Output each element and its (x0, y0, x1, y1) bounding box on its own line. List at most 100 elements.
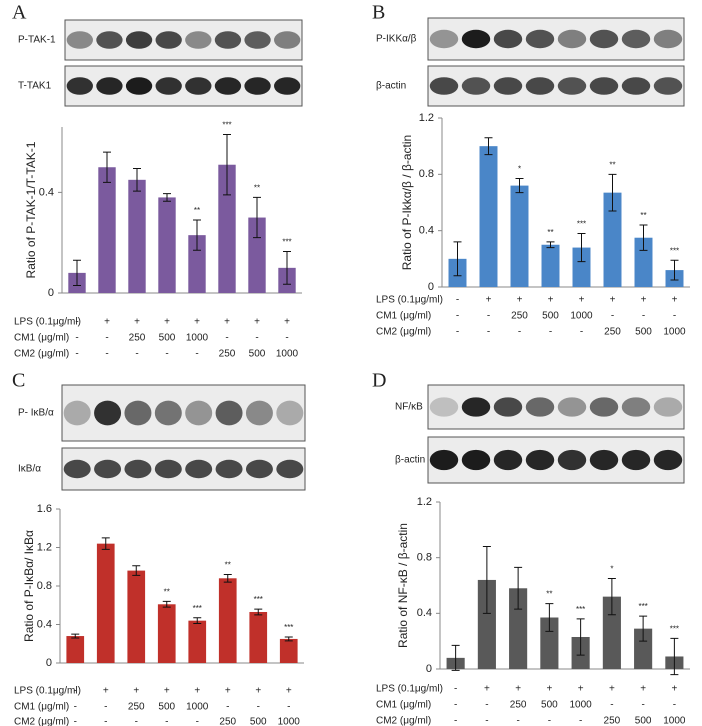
condition-entry: 500 (159, 333, 176, 344)
error-bar (284, 636, 293, 642)
condition-entry: 500 (635, 716, 652, 726)
condition-entry: 500 (158, 702, 175, 713)
condition-label: CM2 (μg/ml) (376, 716, 431, 726)
error-bar (670, 259, 679, 281)
y-tick-label: 1.6 (37, 503, 52, 515)
blot-band (589, 449, 619, 471)
significance: *** (284, 623, 293, 632)
condition-entry: 250 (604, 327, 621, 338)
error-bar (162, 600, 171, 608)
significance: *** (282, 238, 291, 247)
condition-entry: - (74, 702, 77, 713)
blot-band (557, 449, 587, 471)
blot-band (621, 29, 651, 49)
condition-label: CM2 (μg/ml) (14, 349, 69, 360)
condition-entry: - (104, 717, 107, 726)
blot-band (66, 77, 93, 95)
significance: ** (640, 211, 646, 220)
condition-label: CM2 (μg/ml) (376, 327, 431, 338)
blot-band (589, 397, 619, 417)
blot-band (621, 397, 651, 417)
condition-entry: 250 (511, 311, 528, 322)
bar (634, 628, 653, 669)
blot-band (154, 400, 182, 426)
y-axis-label: Ratio of P-Ikkα/β / β-actin (400, 135, 414, 270)
blot-band (429, 449, 459, 471)
y-tick-label: 0.4 (419, 225, 434, 237)
condition-entry: - (487, 327, 490, 338)
bar (188, 235, 206, 293)
blot-band (429, 77, 459, 95)
condition-entry: + (486, 295, 492, 306)
significance: *** (222, 121, 231, 130)
bar (96, 543, 115, 663)
error-bar (223, 573, 232, 583)
condition-entry: - (456, 311, 459, 322)
bar (158, 197, 176, 293)
y-tick-label: 0 (46, 657, 52, 669)
error-bar (193, 219, 201, 251)
condition-entry: 500 (541, 700, 558, 711)
blot-band (653, 77, 683, 95)
condition-entry: - (454, 684, 457, 695)
significance: ** (164, 588, 170, 597)
blot-band (589, 77, 619, 95)
condition-entry: + (641, 295, 647, 306)
condition-entry: - (454, 700, 457, 711)
panel-letter: C (12, 370, 25, 392)
blot-band (96, 77, 123, 95)
bar (602, 596, 621, 669)
error-bar (254, 608, 263, 616)
blot-band (557, 77, 587, 95)
significance: *** (577, 220, 586, 229)
blot-band (214, 31, 242, 49)
y-tick-label: 0 (426, 663, 432, 675)
blot-band (557, 29, 587, 49)
condition-entry: + (671, 684, 677, 695)
condition-entry: + (284, 317, 290, 328)
error-bar (163, 193, 171, 202)
condition-entry: - (485, 716, 488, 726)
y-tick-label: 0 (48, 287, 54, 299)
condition-entry: - (104, 702, 107, 713)
condition-entry: - (165, 717, 168, 726)
error-bar (482, 546, 491, 614)
condition-entry: - (195, 349, 198, 360)
error-bar (133, 168, 141, 192)
blot-label: IκB/α (18, 464, 41, 475)
blot-band (461, 397, 491, 417)
blot-band (525, 397, 555, 417)
condition-entry: 500 (250, 717, 267, 726)
condition-entry: 250 (219, 349, 236, 360)
blot-band (185, 400, 213, 426)
blot-band (274, 31, 301, 49)
condition-entry: - (225, 333, 228, 344)
condition-entry: - (196, 717, 199, 726)
bar (477, 579, 496, 669)
error-bar (132, 565, 141, 576)
condition-entry: + (546, 684, 552, 695)
panel-letter: B (372, 2, 385, 24)
blot-band (124, 400, 152, 426)
error-bar (514, 566, 523, 610)
error-bar (253, 196, 261, 239)
error-bar (484, 137, 493, 156)
condition-entry: + (254, 317, 260, 328)
condition-entry: 1000 (186, 333, 209, 344)
condition-label: CM1 (μg/ml) (14, 333, 69, 344)
significance: *** (670, 624, 679, 633)
blot-label: β-actin (376, 81, 406, 92)
condition-entry: - (105, 333, 108, 344)
condition-entry: - (610, 700, 613, 711)
y-tick-label: 0.4 (39, 186, 54, 198)
blot-band (653, 29, 683, 49)
error-bar (71, 633, 80, 639)
bar (279, 638, 298, 663)
blot-band (66, 31, 93, 49)
condition-entry: - (548, 716, 551, 726)
error-bar (193, 617, 202, 625)
error-bar (103, 151, 111, 183)
condition-entry: + (484, 684, 490, 695)
bar (249, 611, 268, 663)
blot-band (493, 397, 523, 417)
